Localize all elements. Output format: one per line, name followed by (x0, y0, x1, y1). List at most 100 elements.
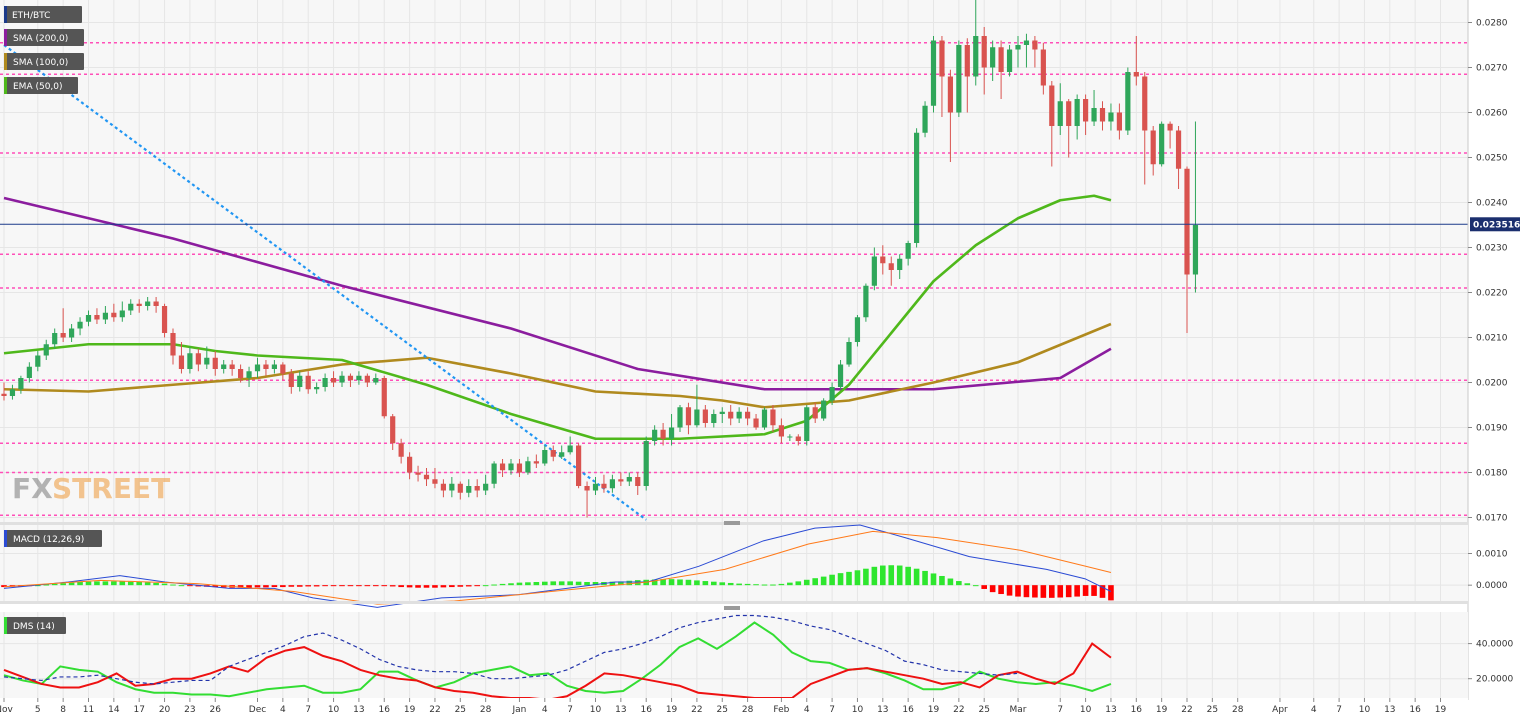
candle-body (373, 378, 379, 383)
macd-bar (863, 568, 869, 586)
price-tick-label: 0.0230 (1476, 244, 1508, 254)
x-tick-label: 25 (717, 705, 728, 715)
candle-body (398, 443, 404, 457)
candle-body (229, 364, 235, 369)
macd-bar (736, 583, 742, 586)
candle-body (804, 407, 810, 441)
macd-bar (296, 585, 303, 587)
macd-bar (1040, 585, 1047, 598)
x-tick-label: 4 (1311, 705, 1317, 715)
candle-body (145, 301, 151, 306)
macd-bar (322, 585, 328, 587)
candle-body (1116, 112, 1122, 131)
candle-body (212, 357, 218, 369)
candle-body (288, 373, 294, 387)
macd-bar (339, 585, 345, 587)
macd-bar (237, 585, 244, 588)
macd-bar (1023, 585, 1030, 598)
legend-dms[interactable]: DMS (14) (4, 617, 66, 634)
macd-bar (770, 584, 776, 586)
candle-body (652, 429, 658, 441)
macd-bar (956, 581, 962, 586)
candle-body (871, 256, 877, 286)
candle-body (719, 411, 725, 414)
candle-body (863, 285, 869, 318)
candle-body (1006, 49, 1013, 72)
x-tick-label: 10 (852, 705, 864, 715)
candle-body (643, 441, 649, 486)
current-price-tag-box (1470, 217, 1520, 232)
candle-body (18, 378, 24, 390)
x-tick-label: 7 (1336, 705, 1342, 715)
x-tick-label: 7 (305, 705, 311, 715)
legend-macd[interactable]: MACD (12,26,9) (4, 530, 102, 547)
drag-handle-icon-1[interactable] (724, 521, 740, 525)
macd-bar (432, 585, 438, 588)
candle-body (330, 378, 337, 383)
price-tick-label: 0.0270 (1476, 64, 1508, 74)
candle-body (576, 445, 582, 486)
x-tick-label: 20 (159, 705, 171, 715)
x-tick-label: 23 (184, 705, 195, 715)
x-tick-label: 19 (1156, 705, 1168, 715)
candle-body (711, 414, 717, 423)
legend-ema50[interactable]: EMA (50,0) (4, 77, 78, 94)
x-tick-label: 13 (353, 705, 364, 715)
x-tick-label: 22 (691, 705, 702, 715)
candle-body (1015, 45, 1021, 50)
x-tick-label: 19 (1435, 705, 1447, 715)
macd-bar (905, 566, 911, 586)
candle-body (483, 483, 489, 491)
legend-pair-label: ETH/BTC (12, 11, 50, 21)
macd-bar (499, 583, 506, 586)
candle-body (1049, 85, 1055, 126)
macd-bar (829, 574, 835, 586)
legend-pair[interactable]: ETH/BTC (4, 6, 82, 23)
x-tick-label: 4 (804, 705, 810, 715)
macd-bar (533, 582, 540, 586)
macd-bar (381, 585, 388, 587)
macd-bar (77, 582, 83, 586)
candle-body (914, 132, 920, 243)
x-tick-label: 16 (640, 705, 652, 715)
legend-sma100[interactable]: SMA (100,0) (4, 53, 84, 70)
macd-bar (972, 585, 979, 587)
pane-separator-2[interactable] (0, 601, 1468, 604)
macd-bar (51, 583, 58, 586)
candle-body (178, 355, 185, 369)
candle-body (271, 364, 277, 369)
candle-body (195, 353, 201, 365)
macd-bar (330, 585, 337, 587)
legend-sma100-label: SMA (100,0) (13, 58, 68, 68)
candle-body (364, 375, 370, 383)
legend-sma200[interactable]: SMA (200,0) (4, 29, 84, 46)
candle-body (905, 243, 911, 259)
candle-body (1032, 40, 1038, 50)
candle-body (440, 483, 446, 491)
candle-body (111, 312, 117, 318)
ma-line (3, 322, 1112, 409)
drag-handle-icon-2[interactable] (724, 606, 740, 610)
macd-bar (440, 585, 447, 588)
x-tick-label: 13 (615, 705, 626, 715)
x-tick-label: 16 (1131, 705, 1143, 715)
macd-bar (618, 581, 624, 586)
candle-body (94, 315, 100, 320)
macd-bar (220, 585, 227, 588)
macd-bar (263, 585, 269, 588)
candle-body (1175, 130, 1182, 169)
x-tick-label: 17 (133, 705, 144, 715)
x-tick-label: Nov (0, 705, 13, 715)
macd-bar (584, 582, 590, 586)
candle-body (1099, 108, 1106, 122)
macd-bar (677, 579, 683, 586)
di-plus-line (3, 621, 1112, 698)
candle-body (592, 483, 599, 491)
candle-body (280, 364, 286, 374)
candle-body (1066, 101, 1072, 126)
x-tick-label: Mar (1010, 705, 1027, 715)
price-tick-label: 0.0180 (1476, 469, 1508, 479)
x-tick-label: 10 (328, 705, 340, 715)
candle-body (1091, 108, 1097, 122)
